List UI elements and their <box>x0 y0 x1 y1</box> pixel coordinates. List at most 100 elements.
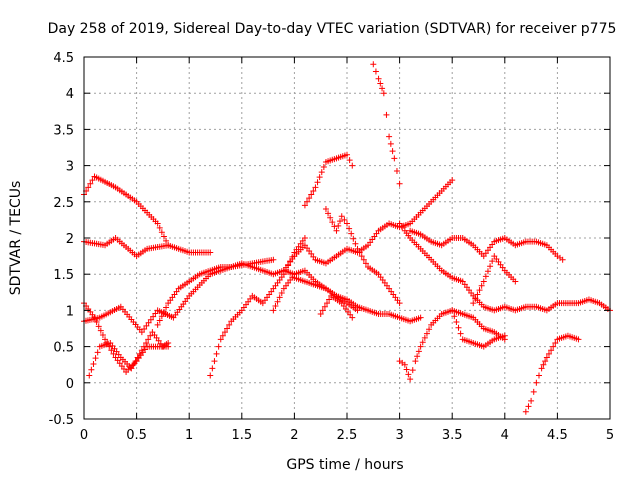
data-point <box>282 266 289 273</box>
data-point <box>476 287 483 294</box>
data-point <box>310 187 317 194</box>
x-tick-label: 2.5 <box>337 428 358 443</box>
data-point <box>360 256 367 263</box>
data-point <box>421 334 428 341</box>
data-point <box>106 343 113 350</box>
data-point <box>358 253 365 260</box>
data-point <box>318 169 325 176</box>
data-point <box>387 140 394 147</box>
x-tick-label: 3.5 <box>442 428 463 443</box>
data-point <box>356 249 363 256</box>
y-tick-label: 2.5 <box>53 196 74 211</box>
data-point <box>110 350 117 357</box>
data-point <box>317 311 324 318</box>
data-point <box>423 330 430 337</box>
y-tick-label: 3.5 <box>53 123 74 138</box>
data-point <box>128 365 135 372</box>
data-point <box>457 330 464 337</box>
data-point <box>389 148 396 155</box>
y-tick-label: -0.5 <box>49 413 74 428</box>
data-point <box>333 227 340 234</box>
data-point <box>449 177 456 184</box>
data-point <box>354 307 361 314</box>
data-point <box>312 184 319 191</box>
data-point <box>158 229 165 236</box>
data-point <box>489 258 496 265</box>
data-point <box>221 329 228 336</box>
data-point <box>349 162 356 169</box>
data-point <box>154 321 161 328</box>
y-axis-ticks: -0.5 0 0.5 1 1.5 2 2.5 3 3.5 4 4.5 <box>49 51 610 428</box>
data-point <box>274 298 281 305</box>
data-point <box>329 219 336 226</box>
data-point <box>99 332 106 339</box>
data-point <box>86 372 93 379</box>
x-tick-label: 4.5 <box>547 428 568 443</box>
x-axis-ticks: 0 0.5 1 1.5 2 2.5 3 3.5 4 4.5 5 <box>80 57 614 443</box>
data-point <box>325 210 332 217</box>
data-point <box>417 343 424 350</box>
data-point <box>559 256 566 263</box>
y-tick-label: 4 <box>66 87 74 102</box>
data-point <box>89 177 96 184</box>
data-point <box>545 350 552 357</box>
data-point <box>224 325 231 332</box>
data-point <box>322 206 329 213</box>
data-point <box>341 216 348 223</box>
data-point <box>528 397 535 404</box>
x-axis-label: GPS time / hours <box>286 457 403 473</box>
grid-lines <box>84 57 610 419</box>
x-tick-label: 0 <box>80 428 88 443</box>
data-point <box>87 180 94 187</box>
data-point <box>383 111 390 118</box>
data-point <box>487 263 494 270</box>
data-point <box>407 376 414 383</box>
x-tick-label: 0.5 <box>126 428 147 443</box>
data-point <box>289 253 296 260</box>
data-point <box>92 355 99 362</box>
data-points <box>81 61 613 415</box>
data-point <box>403 366 410 373</box>
data-point <box>165 339 172 346</box>
data-point <box>141 326 148 333</box>
x-tick-label: 4 <box>501 428 509 443</box>
data-point <box>417 314 424 321</box>
data-point <box>352 240 359 247</box>
y-tick-label: 2 <box>66 232 74 247</box>
data-point <box>276 294 283 301</box>
data-point <box>344 151 350 158</box>
series-s13 <box>322 206 403 307</box>
data-point <box>287 258 294 265</box>
data-point <box>412 358 419 365</box>
data-point <box>451 313 458 320</box>
data-point <box>316 174 323 181</box>
series-s18 <box>449 307 508 350</box>
data-point <box>370 61 377 68</box>
data-point <box>280 271 287 278</box>
y-tick-label: 1 <box>66 304 74 319</box>
data-point <box>350 235 357 242</box>
data-point <box>393 168 400 175</box>
data-point <box>386 133 393 140</box>
data-point <box>270 256 277 263</box>
data-point <box>94 349 101 356</box>
data-point <box>301 235 308 241</box>
data-point <box>346 225 353 232</box>
data-point <box>147 332 154 339</box>
data-point <box>512 278 519 285</box>
y-tick-label: 0 <box>66 377 74 392</box>
data-point <box>207 249 214 256</box>
data-point <box>372 68 379 75</box>
data-point <box>278 290 285 297</box>
data-point <box>480 278 487 285</box>
data-point <box>449 307 456 314</box>
x-tick-label: 5 <box>606 428 614 443</box>
data-point <box>308 191 315 198</box>
data-point <box>147 316 154 323</box>
data-point <box>336 218 343 225</box>
y-axis-label: SDTVAR / TECUs <box>8 181 24 296</box>
data-point <box>130 361 137 368</box>
y-tick-label: 3 <box>66 160 74 175</box>
data-point <box>426 326 433 333</box>
x-tick-label: 1 <box>185 428 193 443</box>
